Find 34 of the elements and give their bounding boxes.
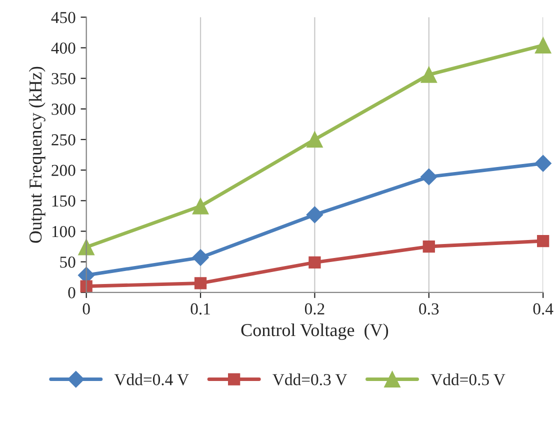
point — [80, 280, 92, 292]
point — [534, 154, 552, 172]
legend-label: Vdd=0.3 V — [272, 374, 348, 386]
point — [420, 168, 438, 186]
y-tick-label: 300 — [52, 104, 76, 115]
y-tick-label: 100 — [52, 226, 76, 238]
point — [306, 206, 324, 224]
point — [534, 37, 552, 54]
y-tick-label: 0 — [68, 287, 76, 298]
point — [192, 198, 209, 214]
x-tick-label: 0.1 — [190, 303, 210, 315]
y-tick-label: 150 — [52, 195, 76, 207]
x-tick-label: 0.2 — [304, 303, 324, 315]
point — [78, 238, 94, 256]
y-axis-title: Output Frequency (kHz) — [28, 66, 46, 243]
point — [306, 131, 323, 148]
point — [420, 66, 438, 83]
legend-label: Vdd=0.5 V — [430, 374, 506, 386]
point — [537, 234, 550, 248]
point — [192, 249, 209, 266]
y-tick-label: 200 — [52, 164, 76, 176]
point — [194, 277, 207, 290]
legend-label: Vdd=0.4 V — [114, 374, 189, 386]
y-tick-label: 450 — [51, 12, 76, 24]
x-tick-label: 0 — [82, 303, 90, 315]
x-axis-title: Control Voltage (V) — [241, 323, 388, 340]
point — [422, 240, 435, 253]
y-tick-label: 50 — [60, 256, 76, 268]
y-tick-label: 350 — [52, 73, 76, 84]
point — [308, 256, 321, 269]
y-tick-label: 400 — [51, 42, 76, 54]
x-tick-label: 0.3 — [419, 303, 439, 315]
y-tick-label: 250 — [52, 134, 76, 146]
x-tick-label: 0.4 — [533, 303, 554, 315]
